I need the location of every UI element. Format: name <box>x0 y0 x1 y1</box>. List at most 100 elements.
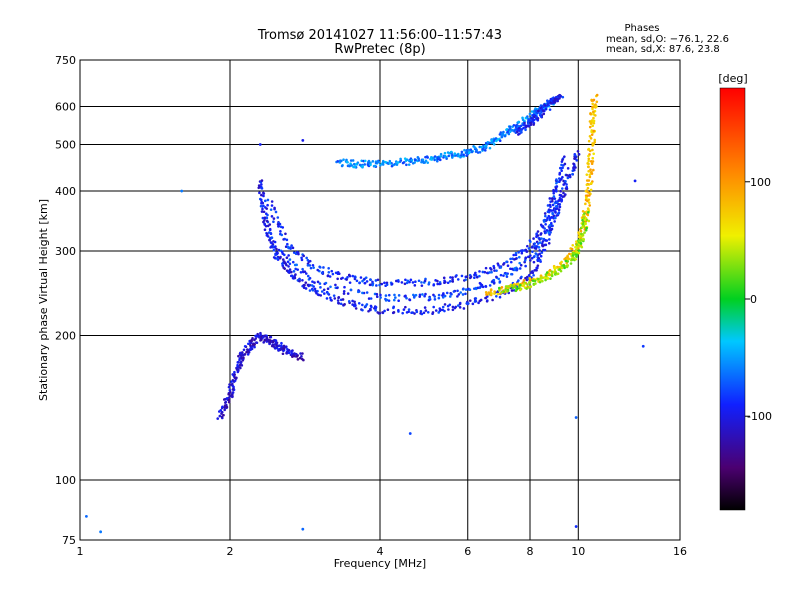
echo-point <box>456 278 460 281</box>
echo-point <box>547 103 550 107</box>
echo-point <box>304 287 308 290</box>
echo-point <box>420 160 423 164</box>
echo-point <box>526 244 529 248</box>
echo-point <box>458 302 462 306</box>
echo-point <box>263 219 266 222</box>
echo-point <box>255 341 259 345</box>
echo-point <box>478 274 481 278</box>
echo-point <box>588 125 592 129</box>
echo-point <box>445 291 449 295</box>
echo-point <box>316 268 320 272</box>
echo-point <box>588 175 592 179</box>
echo-point <box>550 270 554 273</box>
echo-point <box>267 339 271 343</box>
echo-point <box>290 270 293 274</box>
echo-point <box>577 153 581 156</box>
echo-point <box>492 278 496 282</box>
echo-point <box>541 279 544 283</box>
echo-point <box>274 339 278 342</box>
echo-point <box>407 308 411 311</box>
echo-point <box>397 294 401 297</box>
echo-point <box>268 227 272 231</box>
echo-point <box>427 282 431 286</box>
y-tick-label: 200 <box>55 330 76 343</box>
echo-point <box>263 216 267 220</box>
echo-point <box>415 310 419 314</box>
echo-point <box>380 282 384 286</box>
echo-point <box>223 408 226 412</box>
echo-point <box>512 253 515 257</box>
echo-point <box>519 129 523 133</box>
echo-point <box>527 255 530 259</box>
echo-point <box>551 199 554 203</box>
echo-point <box>575 240 578 243</box>
echo-point <box>374 279 378 282</box>
echo-point <box>556 180 560 183</box>
echo-point <box>443 303 447 306</box>
echo-point <box>295 263 298 267</box>
echo-point <box>548 108 552 111</box>
echo-point <box>553 216 557 219</box>
echo-point <box>532 260 536 264</box>
echo-point <box>220 412 223 415</box>
echo-point <box>285 269 289 272</box>
echo-point <box>462 153 465 157</box>
echo-point <box>588 149 592 153</box>
x-tick-label: 16 <box>673 545 687 558</box>
echo-point <box>409 160 412 164</box>
echo-point <box>286 260 290 264</box>
echo-point <box>469 148 473 151</box>
echo-point <box>591 148 594 152</box>
echo-point <box>395 163 399 166</box>
echo-point <box>436 279 439 283</box>
echo-point <box>510 272 513 276</box>
echo-point <box>364 276 368 279</box>
echo-point <box>396 161 400 164</box>
echo-point <box>443 309 446 313</box>
echo-point <box>493 269 496 272</box>
echo-point <box>353 275 357 279</box>
phases-o-stats: mean, sd,O: −76.1, 22.6 <box>606 34 729 45</box>
echo-point <box>285 352 289 355</box>
echo-point <box>369 163 372 167</box>
echo-point <box>336 299 340 302</box>
echo-point <box>351 159 355 162</box>
echo-point <box>520 127 524 131</box>
echo-point <box>525 287 528 290</box>
echo-point <box>257 184 261 187</box>
echo-point <box>286 242 289 246</box>
echo-point <box>469 275 473 279</box>
echo-point <box>571 172 574 176</box>
echo-point <box>499 266 503 269</box>
echo-point <box>591 156 595 160</box>
echo-point <box>316 280 320 284</box>
echo-point <box>578 238 582 242</box>
echo-point <box>302 283 306 287</box>
echo-point <box>587 157 591 161</box>
echo-point <box>253 343 256 346</box>
echo-point <box>474 274 478 277</box>
echo-point <box>325 297 329 300</box>
echo-point <box>437 296 441 300</box>
echo-point <box>359 276 363 279</box>
echo-point <box>388 162 392 165</box>
echo-point <box>384 294 388 297</box>
echo-point <box>510 284 514 287</box>
echo-point <box>481 285 485 289</box>
x-tick-label: 1 <box>77 545 84 558</box>
echo-point <box>481 147 484 151</box>
echo-point <box>474 299 477 302</box>
echo-point <box>443 151 447 155</box>
echo-point <box>546 216 549 220</box>
echo-point <box>371 282 375 285</box>
echo-point <box>347 164 350 167</box>
echo-point <box>563 155 566 158</box>
echo-point <box>495 294 498 298</box>
echo-point <box>489 288 493 292</box>
echo-point <box>343 303 346 306</box>
echo-point <box>390 164 394 168</box>
echo-point <box>239 366 242 370</box>
echo-point <box>340 164 344 168</box>
echo-point <box>337 296 340 300</box>
echo-point <box>404 305 407 309</box>
